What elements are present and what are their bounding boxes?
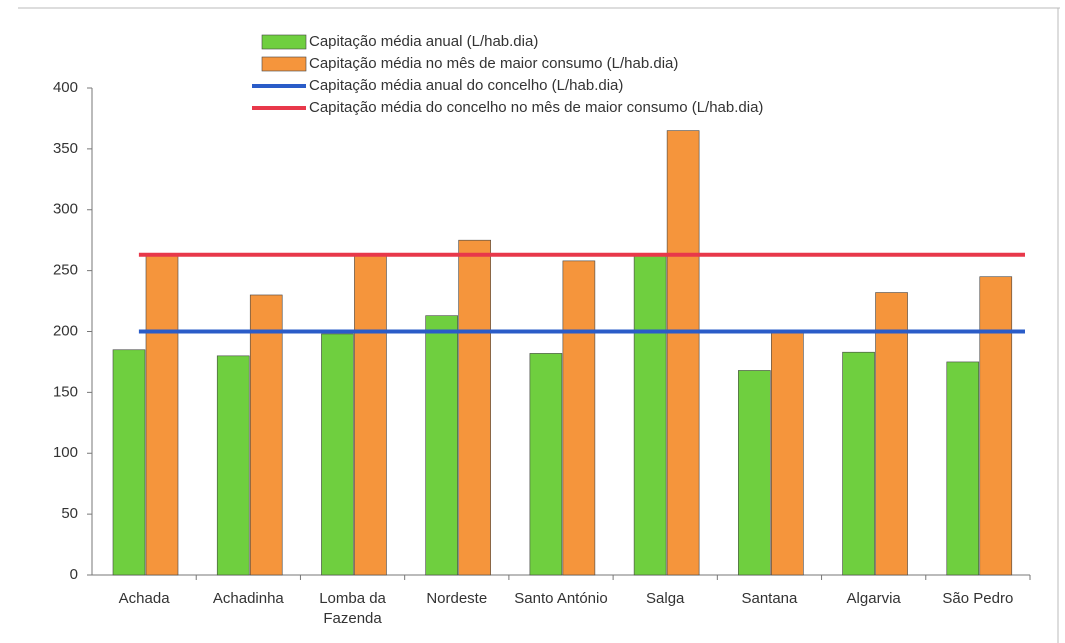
legend-swatch — [261, 56, 307, 72]
bar — [633, 255, 667, 576]
bar — [321, 333, 354, 576]
bar — [249, 294, 283, 576]
legend-label: Capitação média anual do concelho (L/hab… — [309, 77, 623, 94]
x-tick-label: Santana — [741, 590, 798, 607]
y-tick-label: 400 — [53, 79, 78, 96]
x-tick-label: Algarvia — [846, 590, 901, 607]
y-tick-label: 0 — [70, 566, 78, 583]
y-tick-label: 250 — [53, 262, 78, 279]
bar — [946, 361, 980, 576]
y-tick-label: 200 — [53, 322, 78, 339]
bar — [425, 315, 458, 576]
bar — [562, 260, 596, 576]
bar — [216, 355, 250, 576]
legend-label: Capitação média no mês de maior consumo … — [309, 55, 678, 72]
x-tick-label: São Pedro — [942, 590, 1014, 607]
x-tick-label: Achadinha — [212, 590, 284, 607]
bar — [738, 370, 771, 576]
y-tick-label: 150 — [53, 383, 78, 400]
bar — [979, 276, 1013, 576]
legend-swatch — [261, 34, 307, 50]
y-tick-label: 50 — [61, 505, 78, 522]
y-tick-label: 100 — [53, 444, 78, 461]
bar — [354, 255, 387, 576]
bar — [145, 255, 179, 576]
bar — [875, 292, 908, 576]
bar — [842, 351, 875, 576]
bar — [458, 239, 491, 576]
legend-label: Capitação média anual (L/hab.dia) — [309, 33, 538, 50]
bar — [112, 349, 146, 576]
bar — [666, 130, 700, 576]
x-tick-label: Salga — [646, 590, 685, 607]
x-tick-label: Santo António — [514, 590, 608, 607]
y-tick-label: 300 — [53, 201, 78, 218]
y-tick-label: 350 — [53, 140, 78, 157]
bar — [529, 353, 563, 576]
x-tick-label: Lomba da Fazenda — [319, 590, 386, 627]
legend-label: Capitação média do concelho no mês de ma… — [309, 99, 763, 116]
x-tick-label: Nordeste — [426, 590, 488, 607]
bar — [771, 331, 804, 576]
x-tick-label: Achada — [118, 590, 170, 607]
